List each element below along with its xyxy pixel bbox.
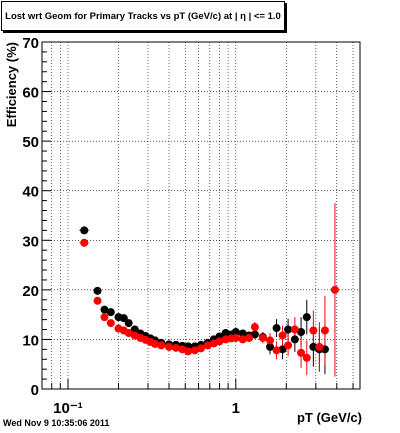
data-point-red [165,342,174,351]
data-point-red [258,333,267,342]
x-axis-label: pT (GeV/c) [297,410,362,425]
x-tick-label: 1 [232,400,240,417]
data-point-red [284,341,293,350]
data-point-black [272,324,281,333]
data-point-black [80,226,89,235]
data-point-red [320,326,329,335]
data-point-black [302,313,311,322]
data-point-red [315,342,324,351]
data-point-black [309,342,318,351]
y-tick-label: 20 [22,283,39,300]
y-tick-label: 30 [22,233,39,250]
data-point-black [238,329,247,338]
data-point-black [124,319,133,328]
data-point-red [171,343,180,352]
data-point-red [215,337,224,346]
data-point-red [106,319,115,328]
chart-title: Lost wrt Geom for Primary Tracks vs pT (… [5,11,281,22]
data-point-red [266,336,275,345]
data-point-red [124,328,133,337]
data-point-black [130,325,139,334]
data-point-red [100,313,109,322]
data-point-black [119,314,128,323]
y-tick-label: 50 [22,134,39,151]
data-point-red [297,348,306,357]
data-point-black [290,335,299,344]
y-tick-label: 70 [22,35,39,52]
data-point-black [278,345,287,354]
x-tick-label: 10⁻¹ [53,400,83,417]
data-point-black [93,286,102,295]
data-point-black [106,308,115,317]
chart-title-box: Lost wrt Geom for Primary Tracks vs pT (… [1,1,285,31]
data-point-black [100,305,109,314]
data-point-red [203,341,212,350]
data-point-red [272,346,281,355]
data-point-black [297,327,306,336]
y-tick-label: 40 [22,184,39,201]
grid-layer [41,42,360,389]
data-point-red [184,347,193,356]
data-point-red [250,323,259,332]
data-point-red [245,333,254,342]
y-tick-label: 60 [22,85,39,102]
data-point-red [278,331,287,340]
data-point-red [157,341,166,350]
data-point-red [231,333,240,342]
data-point-black [266,342,275,351]
y-tick-label: 10 [22,332,39,349]
data-point-red [80,238,89,247]
data-point-red [302,353,311,362]
timestamp: Wed Nov 9 10:35:06 2011 [3,418,110,428]
data-point-red [238,335,247,344]
data-points [80,226,339,362]
data-point-red [196,344,205,353]
data-point-black [250,330,259,339]
data-point-red [309,326,318,335]
data-point-red [93,296,102,305]
data-point-black [284,325,293,334]
data-point-red [150,339,159,348]
tick-labels: 0 10 20 30 40 50 60 70 10⁻¹ 1 [22,35,240,417]
axis-ticks [41,41,354,390]
data-point-red [190,346,199,355]
plot-frame [41,41,361,390]
data-point-black [231,327,240,336]
y-tick-label: 0 [31,382,39,399]
y-axis-label: Efficiency (%) [4,42,19,127]
data-point-red [290,325,299,334]
data-point-red [330,285,339,294]
